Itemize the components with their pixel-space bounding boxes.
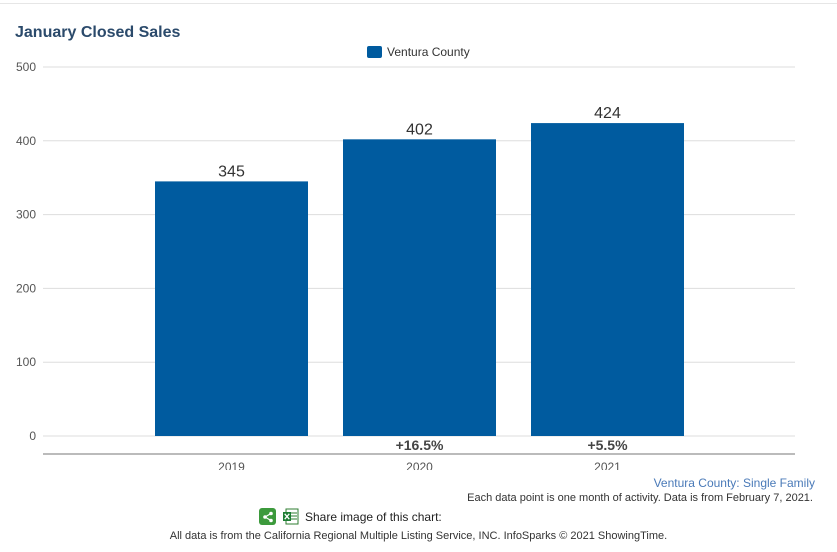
y-tick-label: 300 xyxy=(16,208,36,222)
top-divider xyxy=(0,3,837,4)
y-tick-label: 500 xyxy=(16,60,36,74)
y-tick-label: 0 xyxy=(29,429,36,443)
share-icon[interactable] xyxy=(259,508,276,525)
share-row: Share image of this chart: xyxy=(259,508,442,525)
bars xyxy=(155,123,684,436)
data-label: 424 xyxy=(594,105,621,122)
x-tick-label: 2020 xyxy=(406,460,433,470)
bar[interactable] xyxy=(343,139,496,436)
share-label: Share image of this chart: xyxy=(305,509,442,524)
bar[interactable] xyxy=(531,123,684,436)
x-tick-label: 2019 xyxy=(218,460,245,470)
legend-label: Ventura County xyxy=(387,45,470,59)
y-tick-label: 200 xyxy=(16,281,36,295)
excel-icon[interactable] xyxy=(282,508,299,525)
chart-legend[interactable]: Ventura County xyxy=(367,45,470,59)
legend-swatch xyxy=(367,46,382,58)
data-labels: 345 402 424 xyxy=(218,105,621,180)
x-axis-ticks: 2019 2020 2021 xyxy=(218,460,621,470)
data-label: 402 xyxy=(406,121,433,138)
change-labels: +16.5% +5.5% xyxy=(396,437,629,453)
y-tick-label: 400 xyxy=(16,134,36,148)
x-tick-label: 2021 xyxy=(594,460,621,470)
change-label: +16.5% xyxy=(396,437,444,453)
data-note: Each data point is one month of activity… xyxy=(467,492,813,504)
region-link[interactable]: Ventura County: Single Family xyxy=(653,476,815,490)
footer-credit: All data is from the California Regional… xyxy=(169,530,668,542)
y-tick-label: 100 xyxy=(16,355,36,369)
bar-chart: 0 100 200 300 400 500 345 402 424 +16.5% +5.5% 2… xyxy=(16,60,795,470)
data-label: 345 xyxy=(218,163,245,180)
chart-title: January Closed Sales xyxy=(15,24,181,41)
change-label: +5.5% xyxy=(587,437,628,453)
y-axis-ticks: 0 100 200 300 400 500 xyxy=(16,60,36,443)
bar[interactable] xyxy=(155,181,308,436)
